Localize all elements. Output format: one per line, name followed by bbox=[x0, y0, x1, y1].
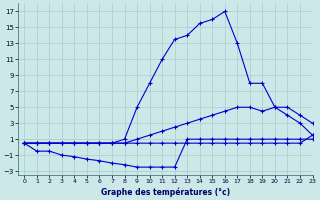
X-axis label: Graphe des températures (°c): Graphe des températures (°c) bbox=[101, 187, 230, 197]
